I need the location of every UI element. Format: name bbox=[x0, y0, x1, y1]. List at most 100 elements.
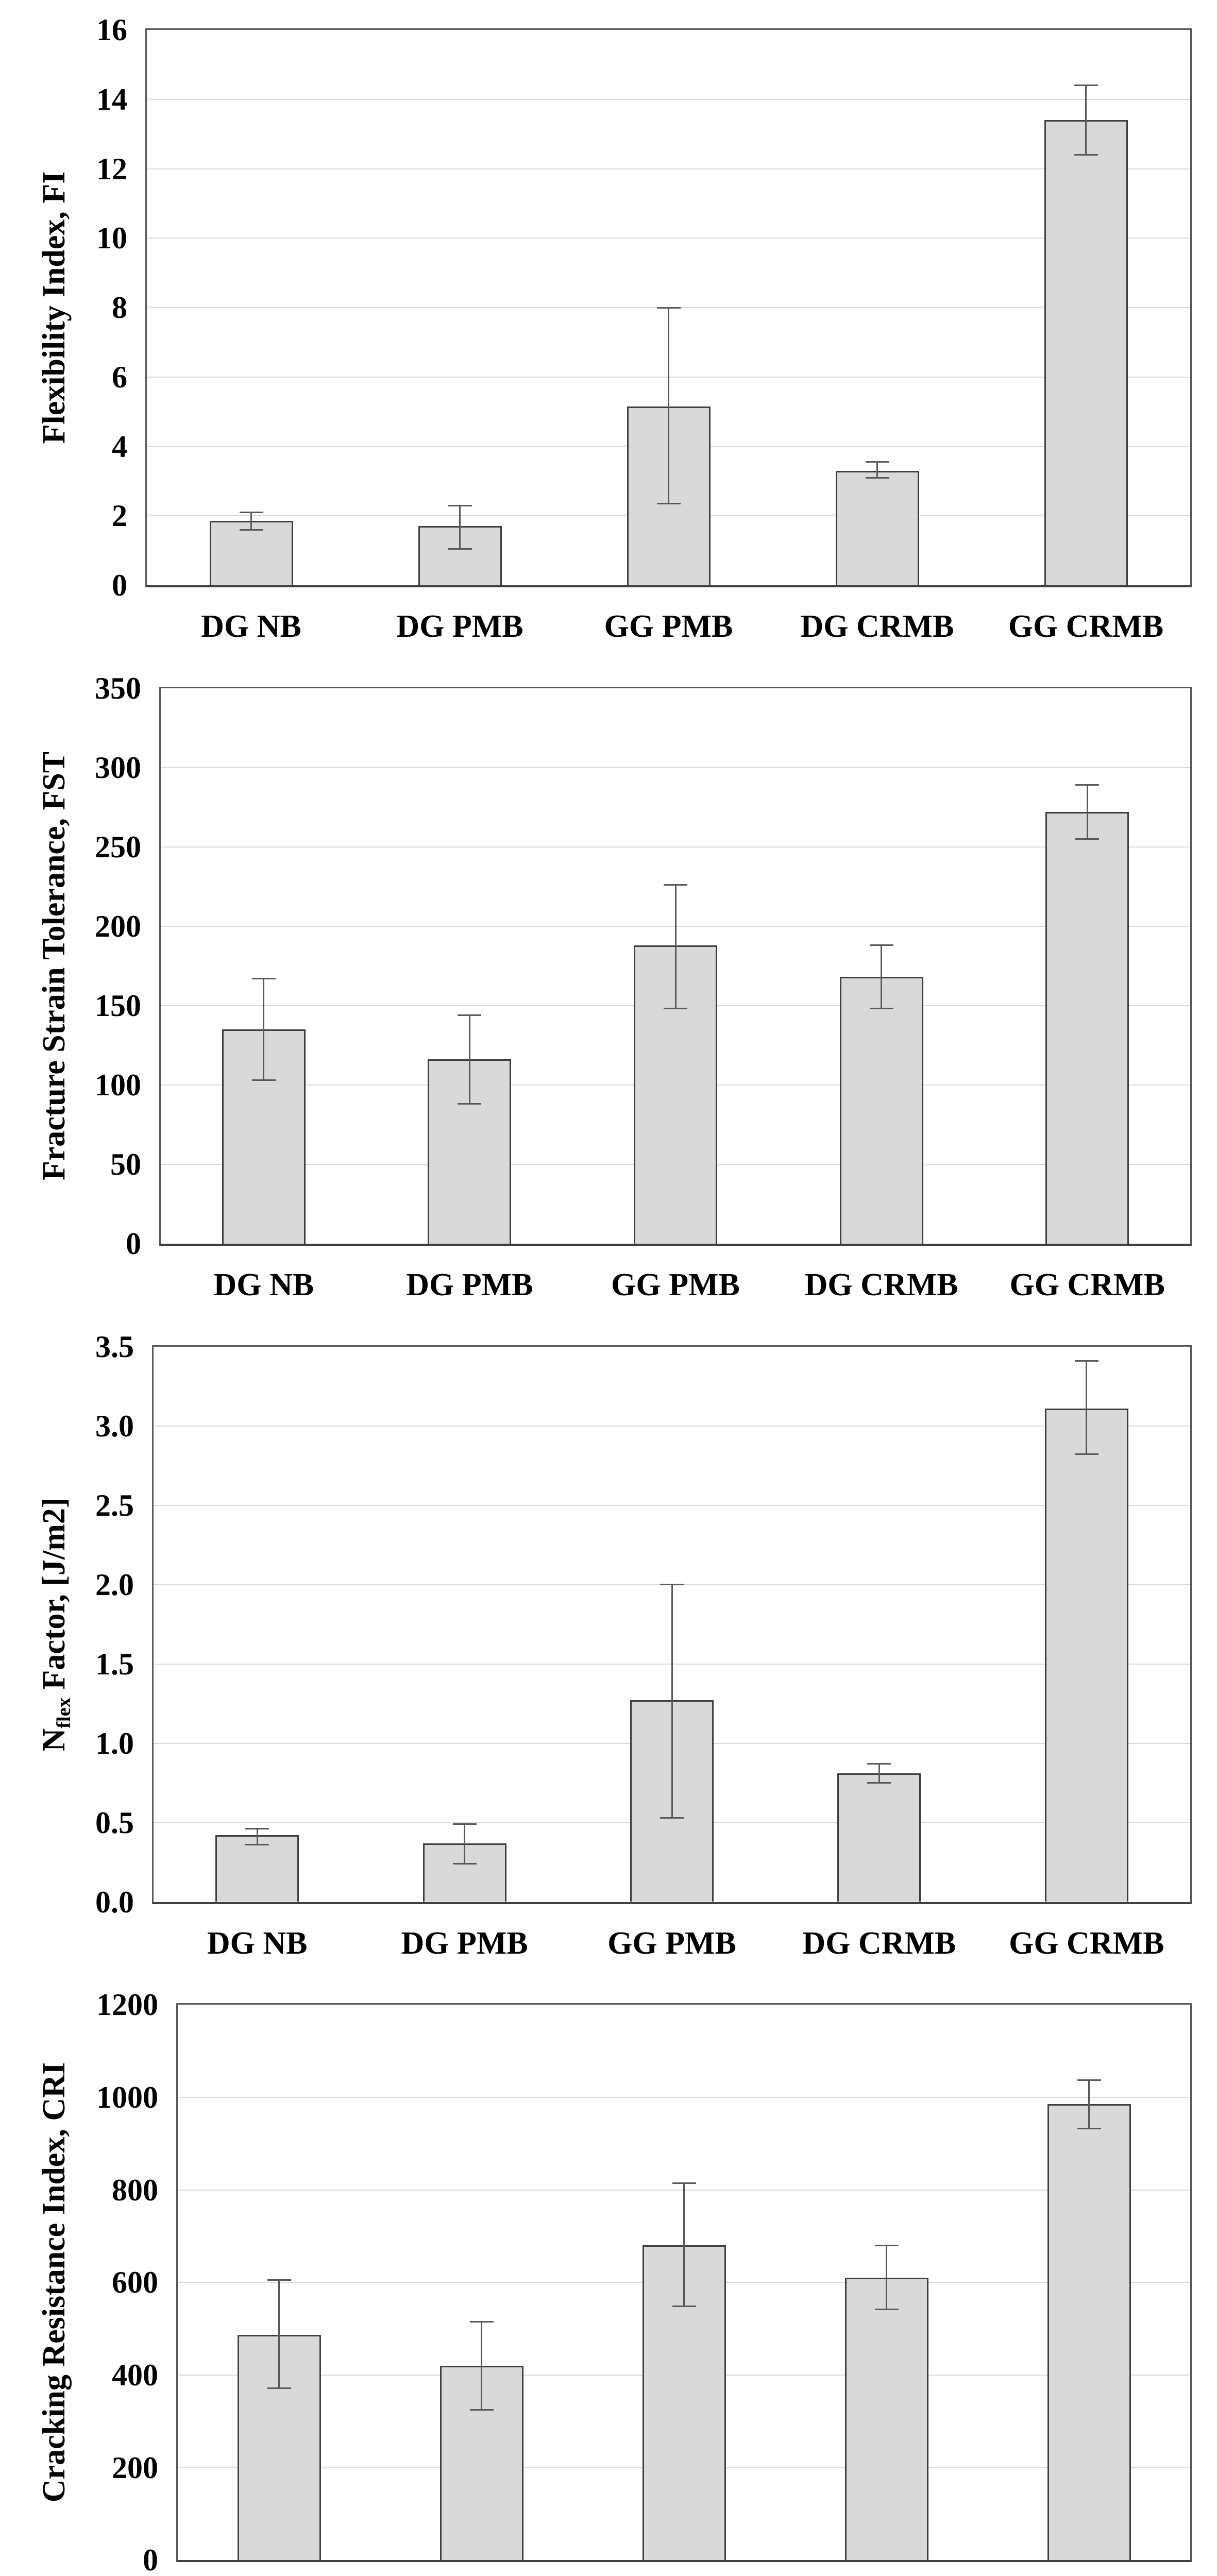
y-tick-label: 600 bbox=[112, 2265, 158, 2300]
gridline bbox=[154, 1425, 1190, 1427]
error-bar-line bbox=[881, 945, 883, 1009]
error-bar-line bbox=[1086, 1361, 1088, 1454]
error-bar-cap bbox=[267, 2279, 291, 2281]
error-bar-cap bbox=[874, 2244, 899, 2246]
y-tick-label: 2.0 bbox=[95, 1567, 134, 1602]
error-bar-cap bbox=[469, 2409, 494, 2411]
x-category-label: DG CRMB bbox=[802, 1925, 956, 1961]
x-category-label: DG PMB bbox=[396, 609, 523, 644]
error-bar-cap bbox=[865, 461, 889, 463]
y-axis-title-text: Fracture Strain Tolerance, FST bbox=[37, 751, 72, 1180]
y-tick-label: 6 bbox=[112, 360, 127, 394]
x-category-label: DG PMB bbox=[401, 1925, 528, 1961]
error-bar-cap bbox=[251, 1079, 276, 1081]
error-bar-cap bbox=[1075, 838, 1100, 840]
y-tick-label: 300 bbox=[95, 750, 141, 785]
error-bar-line bbox=[464, 1824, 466, 1864]
gridline bbox=[147, 238, 1190, 239]
error-bar-line bbox=[674, 885, 677, 1009]
error-bar-line bbox=[668, 308, 669, 504]
y-tick-label: 250 bbox=[95, 829, 141, 864]
y-tick-label: 0.0 bbox=[95, 1885, 134, 1919]
error-bar-cap bbox=[672, 2306, 696, 2308]
y-tick-label: 350 bbox=[95, 671, 141, 705]
y-tick-label: 3.0 bbox=[95, 1409, 134, 1443]
error-bar-line bbox=[256, 1828, 258, 1845]
error-bar-line bbox=[878, 1764, 880, 1783]
bar-dg-nb bbox=[215, 1835, 299, 1902]
error-bar-line bbox=[683, 2183, 685, 2307]
error-bar-line bbox=[481, 2321, 482, 2410]
chart-nflex-factor: Nflex Factor, [J/m2] 0.0 0.5 1.0 1.5 2.0 2.5 3.… bbox=[0, 1316, 1217, 1975]
bar-dg-crmb bbox=[835, 470, 919, 585]
error-bar-cap bbox=[656, 307, 681, 309]
bar-dg-nb bbox=[237, 2334, 321, 2561]
y-tick-label: 1000 bbox=[96, 2080, 158, 2114]
error-bar-cap bbox=[448, 548, 472, 550]
x-category-label: DG NB bbox=[207, 1925, 308, 1961]
y-tick-label: 1.0 bbox=[95, 1726, 134, 1760]
x-category-label: GG CRMB bbox=[1009, 1267, 1165, 1302]
x-category-label: GG CRMB bbox=[1008, 609, 1164, 644]
error-bar-cap bbox=[660, 1584, 684, 1585]
error-bar-cap bbox=[867, 1782, 891, 1784]
y-tick-label: 0 bbox=[143, 2543, 158, 2576]
error-bar-line bbox=[263, 978, 265, 1080]
y-tick-label: 800 bbox=[112, 2173, 158, 2207]
error-bar-line bbox=[886, 2245, 887, 2310]
y-tick-label: 3.5 bbox=[95, 1329, 134, 1364]
gridline bbox=[147, 98, 1190, 100]
error-bar-cap bbox=[458, 1103, 482, 1105]
y-axis-title-subscript: flex bbox=[53, 1697, 75, 1728]
error-bar-line bbox=[671, 1584, 673, 1818]
bar-gg-crmb bbox=[1044, 120, 1128, 585]
chart-flexibility-index: Flexibility Index, FI 0 2 4 6 8 10 12 14 16 DG NB D… bbox=[0, 0, 1217, 658]
y-tick-label: 8 bbox=[112, 291, 127, 325]
gridline bbox=[178, 2096, 1190, 2098]
error-bar-cap bbox=[874, 2308, 899, 2310]
error-bar-cap bbox=[867, 1763, 891, 1765]
error-bar-cap bbox=[452, 1823, 477, 1825]
error-bar-cap bbox=[245, 1844, 269, 1846]
error-bar-line bbox=[1085, 85, 1087, 155]
x-category-label: DG NB bbox=[201, 609, 301, 644]
error-bar-cap bbox=[251, 977, 276, 979]
error-bar-cap bbox=[245, 1828, 269, 1830]
y-tick-label: 1200 bbox=[96, 1988, 158, 2022]
y-tick-label: 0 bbox=[112, 568, 127, 602]
error-bar-cap bbox=[267, 2387, 291, 2389]
y-tick-label: 4 bbox=[112, 429, 127, 464]
error-bar-line bbox=[1086, 785, 1088, 839]
error-bar-line bbox=[468, 1015, 470, 1104]
y-tick-label: 14 bbox=[96, 82, 127, 116]
chart-fracture-strain-tolerance: Fracture Strain Tolerance, FST 0 50 100 150 2… bbox=[0, 658, 1217, 1317]
error-bar-cap bbox=[1077, 2079, 1101, 2081]
error-bar-cap bbox=[1074, 1453, 1098, 1455]
error-bar-cap bbox=[239, 512, 263, 513]
error-bar-cap bbox=[664, 884, 687, 886]
error-bar-line bbox=[876, 462, 878, 478]
gridline bbox=[147, 168, 1190, 170]
y-tick-label: 100 bbox=[95, 1067, 141, 1102]
error-bar-cap bbox=[452, 1863, 477, 1865]
y-tick-label: 150 bbox=[95, 988, 141, 1023]
chart-cracking-resistance-index: Cracking Resistance Index, CRI 0 200 400 600… bbox=[0, 1975, 1217, 2576]
bar-dg-crmb bbox=[837, 1773, 921, 1902]
bar-dg-crmb bbox=[844, 2278, 928, 2561]
bar-gg-crmb bbox=[1044, 1408, 1128, 1902]
x-category-label: DG CRMB bbox=[800, 609, 954, 644]
error-bar-cap bbox=[865, 477, 889, 479]
error-bar-cap bbox=[1075, 784, 1100, 786]
y-tick-label: 200 bbox=[112, 2450, 158, 2485]
y-tick-label: 1.5 bbox=[95, 1647, 134, 1681]
error-bar-cap bbox=[656, 503, 681, 505]
gridline bbox=[161, 767, 1190, 768]
bar-dg-crmb bbox=[839, 977, 923, 1244]
error-bar-cap bbox=[672, 2182, 696, 2184]
error-bar-cap bbox=[1077, 2127, 1101, 2129]
x-category-label: GG PMB bbox=[604, 609, 733, 644]
bar-dg-nb bbox=[209, 521, 293, 585]
gridline bbox=[154, 1504, 1190, 1506]
error-bar-cap bbox=[869, 944, 893, 946]
